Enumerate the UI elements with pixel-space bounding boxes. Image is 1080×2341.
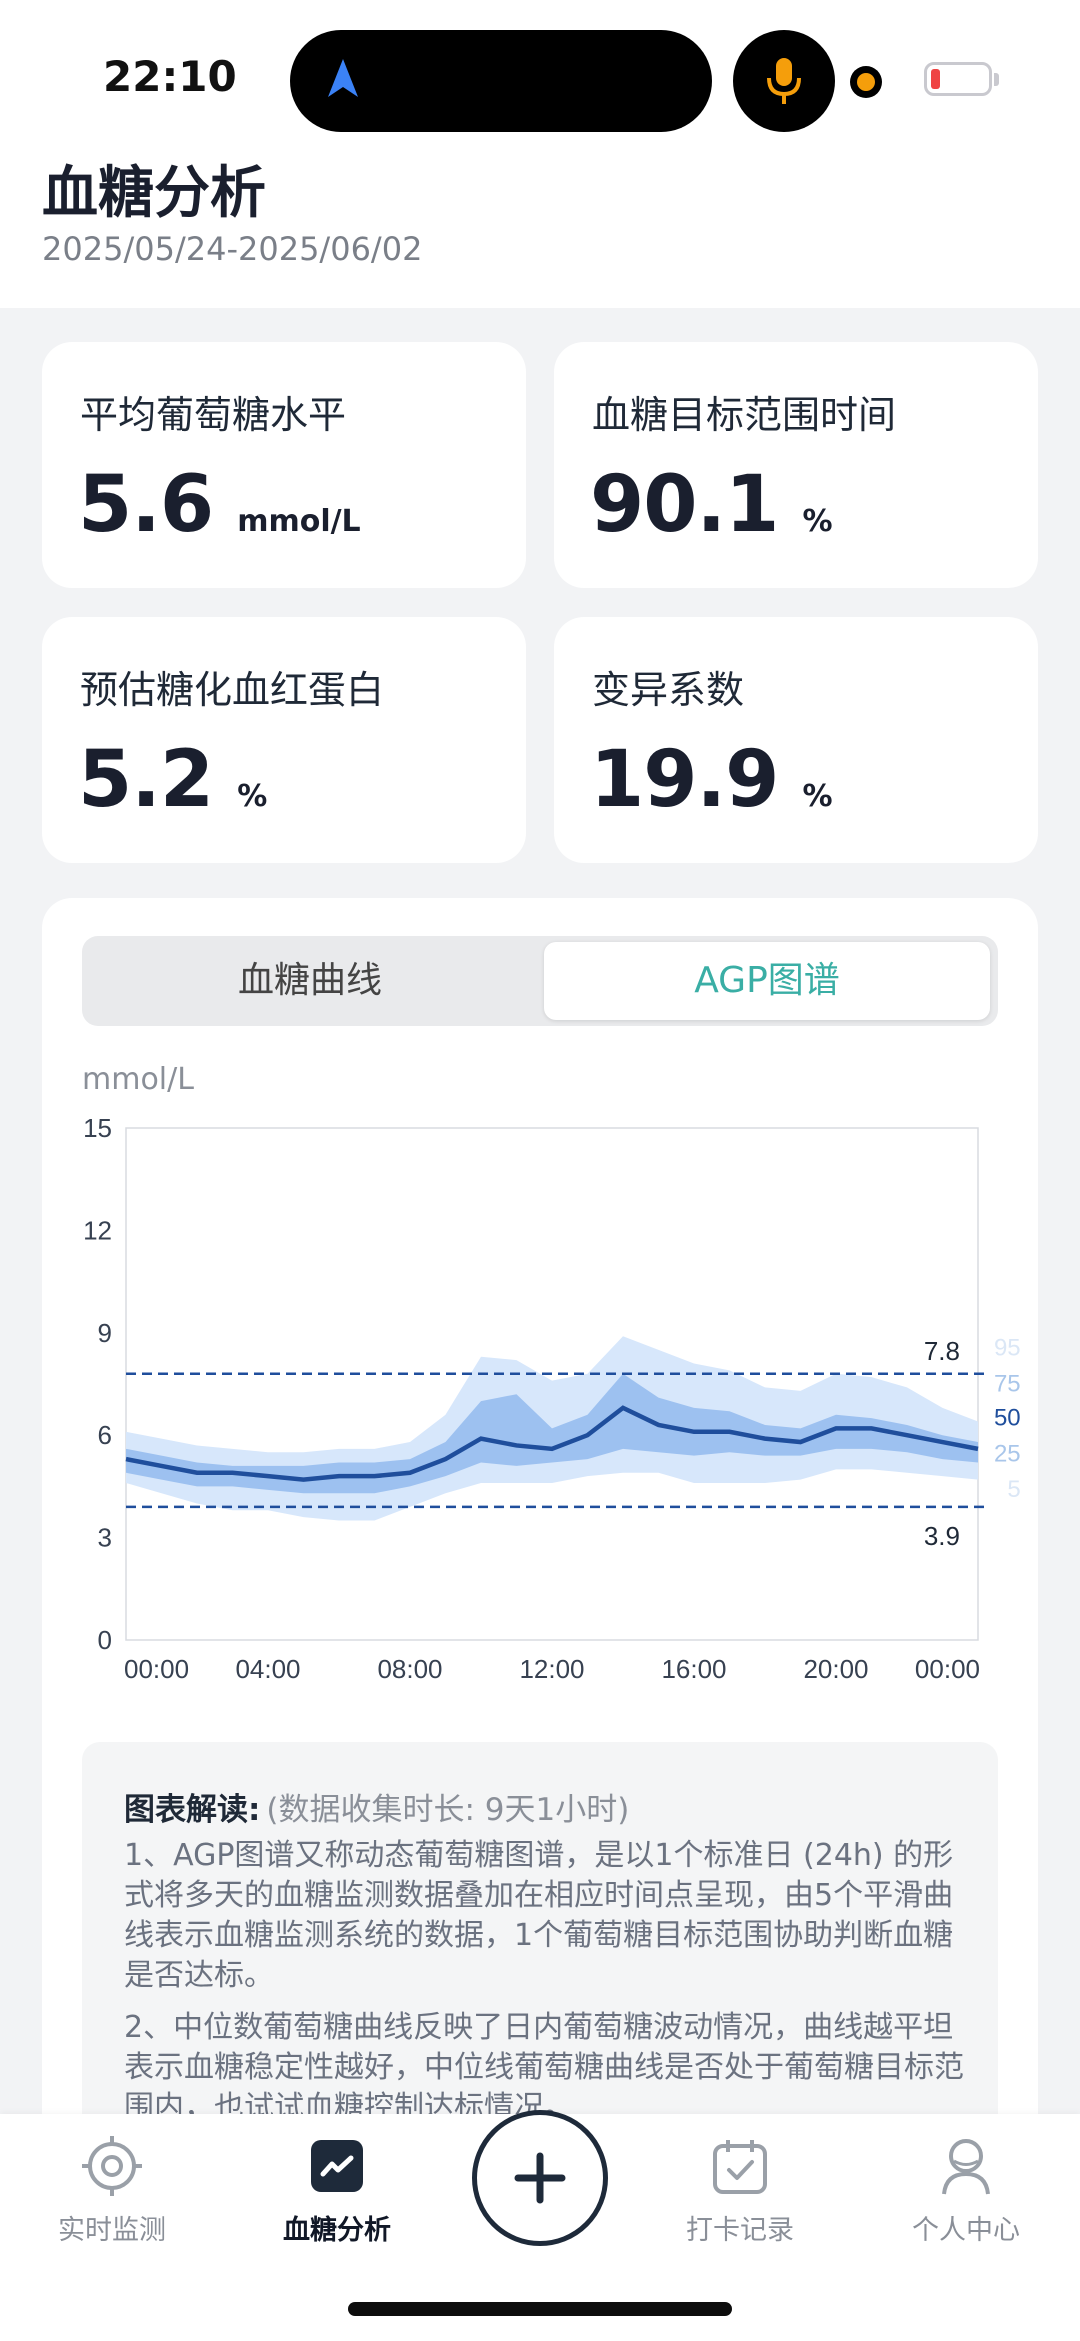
stat-value: 5.6 mmol/L (78, 460, 361, 550)
percentile-label: 5% (1007, 1476, 1020, 1503)
tab-glucose-curve[interactable]: 血糖曲线 (237, 960, 382, 1001)
target-icon (82, 2136, 142, 2196)
x-tick-label: 00:00 (124, 1654, 189, 1680)
page-title: 血糖分析 (42, 161, 266, 226)
date-range[interactable]: 2025/05/24-2025/06/02 (42, 230, 423, 268)
x-tick-label: 12:00 (519, 1654, 584, 1680)
x-tick-label: 00:00 (915, 1654, 980, 1680)
band-25-75 (126, 1373, 978, 1494)
chart-y-unit: mmol/L (82, 1062, 194, 1097)
privacy-dot (850, 66, 882, 98)
explanation-paragraph-1: 1、AGP图谱又称动态葡萄糖图谱，是以1个标准日 (24h) 的形式将多天的血糖… (124, 1838, 954, 1993)
percentile-label: 95% (994, 1334, 1020, 1361)
x-tick-label: 08:00 (377, 1654, 442, 1680)
status-time: 22:10 (103, 52, 237, 101)
y-tick-label: 12 (83, 1215, 112, 1245)
chart-icon (311, 2140, 363, 2192)
nav-item-profile[interactable]: 个人中心 (866, 2134, 1066, 2247)
calendar-check-icon (713, 2140, 767, 2194)
stat-card-time-in-range: 血糖目标范围时间 90.1% (554, 342, 1038, 588)
nav-item-checkin[interactable]: 打卡记录 (640, 2134, 840, 2247)
y-tick-label: 15 (83, 1113, 112, 1143)
stat-label: 变异系数 (592, 668, 745, 712)
percentile-label: 50% (994, 1404, 1020, 1431)
y-tick-label: 0 (98, 1625, 112, 1655)
stat-card-avg-glucose: 平均葡萄糖水平 5.6 mmol/L (42, 342, 526, 588)
dynamic-island (290, 30, 712, 132)
battery-tip (994, 73, 999, 86)
agp-chart: 3.9 7.8 0 3 6 9 12 15 00:00 04:00 08:00 12:00 16:00 2… (83, 1113, 1020, 1680)
y-tick-label: 3 (98, 1523, 112, 1553)
explanation-title: 图表解读: (数据收集时长: 9天1小时) (124, 1792, 630, 1828)
stat-value: 5.2% (78, 735, 268, 825)
chart-type-toggle: 血糖曲线 AGP图谱 (82, 936, 998, 1026)
x-tick-label: 16:00 (661, 1654, 726, 1680)
navigation-arrow-icon (328, 59, 358, 97)
nav-label: 实时监测 (58, 2215, 166, 2246)
target-label: 3.9 (924, 1521, 960, 1551)
percentile-label: 75% (994, 1370, 1020, 1397)
y-tick-label: 9 (98, 1318, 112, 1348)
stat-card-coefficient-variation: 变异系数 19.9% (554, 617, 1038, 863)
home-indicator (348, 2302, 732, 2316)
stat-value: 90.1% (590, 460, 833, 550)
battery-icon (924, 62, 992, 96)
stat-value: 19.9% (590, 735, 833, 825)
page-header: 血糖分析 2025/05/24-2025/06/02 (0, 140, 1080, 308)
nav-label: 个人中心 (912, 2215, 1020, 2246)
stat-label: 预估糖化血红蛋白 (80, 668, 385, 712)
stat-label: 血糖目标范围时间 (592, 393, 897, 437)
nav-item-realtime[interactable]: 实时监测 (12, 2134, 212, 2247)
target-label: 7.8 (924, 1336, 960, 1366)
microphone-icon (767, 58, 801, 104)
nav-item-analysis[interactable]: 血糖分析 (237, 2134, 437, 2247)
person-icon (942, 2139, 990, 2195)
percentile-label: 25% (994, 1440, 1020, 1467)
stat-label: 平均葡萄糖水平 (80, 393, 347, 437)
nav-label: 血糖分析 (283, 2215, 391, 2246)
tab-agp[interactable]: AGP图谱 (544, 942, 990, 1020)
plus-icon (514, 2152, 566, 2204)
x-tick-label: 20:00 (803, 1654, 868, 1680)
nav-label: 打卡记录 (686, 2215, 794, 2246)
status-bar: 22:10 (0, 0, 1080, 140)
stat-card-estimated-hba1c: 预估糖化血红蛋白 5.2% (42, 617, 526, 863)
y-tick-label: 6 (98, 1420, 112, 1450)
explanation-paragraph-2: 2、中位数葡萄糖曲线反映了日内葡萄糖波动情况，曲线越平坦表示血糖稳定性越好，中位… (124, 2010, 964, 2125)
x-tick-label: 04:00 (235, 1654, 300, 1680)
add-record-button[interactable] (472, 2110, 608, 2246)
series-line-median (125, 1405, 979, 1482)
